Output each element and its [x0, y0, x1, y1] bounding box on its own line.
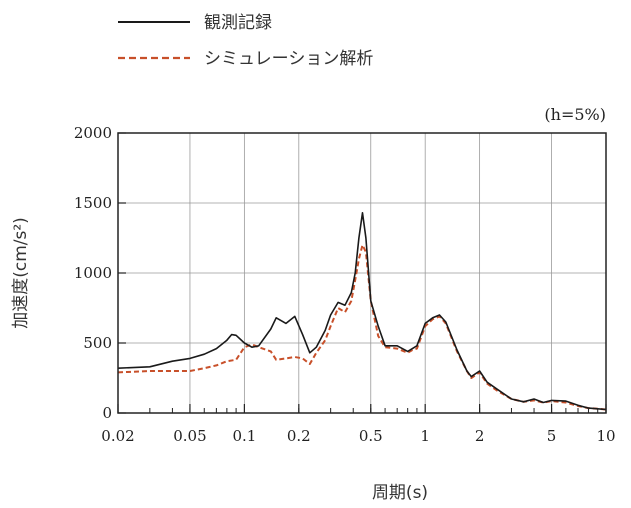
- series-group: [117, 212, 607, 411]
- legend-label-observed: 観測記録: [204, 13, 272, 33]
- legend-label-simulation: シミュレーション解析: [204, 49, 373, 69]
- y-tick-label: 1000: [74, 264, 112, 282]
- legend: 観測記録 シミュレーション解析: [118, 13, 373, 69]
- y-tick-label: 1500: [74, 194, 112, 212]
- series-line-observed: [117, 212, 607, 411]
- x-tick-label: 0.05: [173, 427, 206, 445]
- x-axis-ticks: 0.02 0.05 0.1 0.2 0.5 1 2 5 10: [101, 404, 616, 445]
- x-tick-label: 0.2: [287, 427, 311, 445]
- y-tick-label: 500: [83, 334, 112, 352]
- x-tick-label: 2: [475, 427, 485, 445]
- x-tick-label: 0.1: [232, 427, 256, 445]
- x-tick-label: 0.02: [101, 427, 134, 445]
- x-tick-label: 10: [596, 427, 615, 445]
- y-axis-ticks: 0 500 1000 1500 2000: [74, 124, 126, 422]
- x-tick-label: 5: [547, 427, 557, 445]
- y-axis-title: 加速度(cm/s²): [11, 217, 31, 329]
- x-tick-label: 0.5: [359, 427, 383, 445]
- x-axis-title: 周期(s): [372, 483, 428, 503]
- series-line-simulation: [117, 244, 607, 411]
- x-tick-label: 1: [420, 427, 430, 445]
- damping-annotation: (h=5%): [544, 105, 606, 124]
- y-tick-label: 0: [102, 404, 112, 422]
- grid: [118, 133, 606, 413]
- y-tick-label: 2000: [74, 124, 112, 142]
